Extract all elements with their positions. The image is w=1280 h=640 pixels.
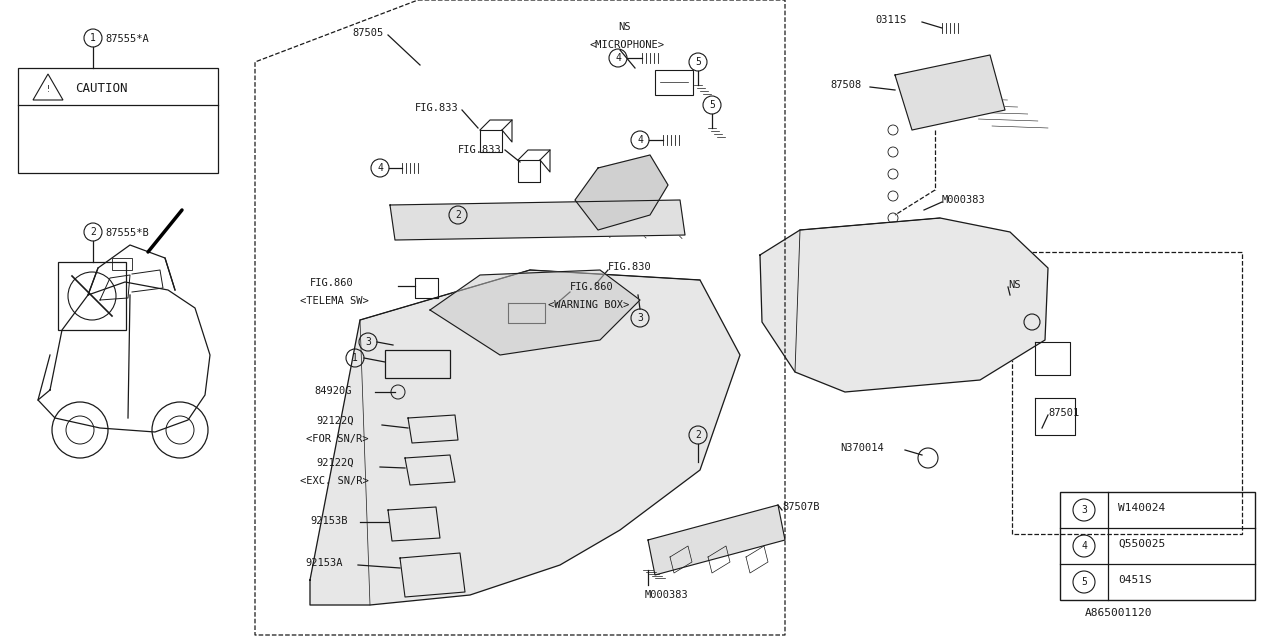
Text: 87505: 87505	[352, 28, 383, 38]
Text: 0451S: 0451S	[1117, 575, 1152, 585]
Text: 4: 4	[616, 53, 621, 63]
Bar	[58, 262, 125, 330]
Bar	[113, 258, 132, 270]
Text: 1: 1	[90, 33, 96, 43]
Text: W140024: W140024	[1117, 503, 1165, 513]
Bar	[385, 350, 451, 378]
Text: 87555*A: 87555*A	[105, 34, 148, 44]
Text: M000383: M000383	[942, 195, 986, 205]
Text: 87507B: 87507B	[782, 502, 819, 512]
Bar	[18, 68, 218, 173]
Text: 92153B: 92153B	[310, 516, 347, 526]
Text: 87508: 87508	[829, 80, 861, 90]
Text: N370014: N370014	[840, 443, 883, 453]
Text: 4: 4	[1082, 541, 1087, 551]
Text: FIG.833: FIG.833	[458, 145, 502, 155]
Polygon shape	[895, 55, 1005, 130]
Text: CAUTION: CAUTION	[76, 82, 128, 95]
Text: 92122Q: 92122Q	[316, 416, 353, 426]
Text: 5: 5	[1082, 577, 1087, 587]
Text: 92153A: 92153A	[305, 558, 343, 568]
Text: FIG.830: FIG.830	[608, 262, 652, 272]
Text: NS: NS	[1009, 280, 1020, 290]
Text: 5: 5	[695, 57, 701, 67]
Text: 2: 2	[90, 227, 96, 237]
Text: <WARNING BOX>: <WARNING BOX>	[548, 300, 630, 310]
Polygon shape	[760, 218, 1048, 392]
Text: FIG.833: FIG.833	[415, 103, 458, 113]
Text: 87555*B: 87555*B	[105, 228, 148, 238]
Text: 2: 2	[456, 210, 461, 220]
Text: NS: NS	[618, 22, 631, 32]
Text: 3: 3	[1082, 505, 1087, 515]
Polygon shape	[390, 200, 685, 240]
Text: <TELEMA SW>: <TELEMA SW>	[300, 296, 369, 306]
Polygon shape	[310, 270, 740, 605]
Text: <EXC. SN/R>: <EXC. SN/R>	[300, 476, 369, 486]
Text: 87501: 87501	[1048, 408, 1079, 418]
Text: A865001120: A865001120	[1085, 608, 1152, 618]
Text: 84920G: 84920G	[314, 386, 352, 396]
Text: 3: 3	[637, 313, 643, 323]
Text: <FOR SN/R>: <FOR SN/R>	[306, 434, 369, 444]
Text: <MICROPHONE>: <MICROPHONE>	[590, 40, 666, 50]
Text: 5: 5	[709, 100, 716, 110]
Bar	[1012, 252, 1242, 534]
Text: 0311S: 0311S	[876, 15, 906, 25]
Text: Q550025: Q550025	[1117, 539, 1165, 549]
Text: 1: 1	[352, 353, 358, 363]
Polygon shape	[575, 155, 668, 230]
Text: !: !	[46, 86, 50, 95]
Text: 3: 3	[365, 337, 371, 347]
Text: M000383: M000383	[645, 590, 689, 600]
Text: FIG.860: FIG.860	[310, 278, 353, 288]
Polygon shape	[430, 270, 640, 355]
Polygon shape	[648, 505, 785, 575]
Text: 2: 2	[695, 430, 701, 440]
Bar	[1060, 492, 1254, 600]
Text: FIG.860: FIG.860	[570, 282, 613, 292]
Text: 4: 4	[637, 135, 643, 145]
Text: 92122Q: 92122Q	[316, 458, 353, 468]
Text: 4: 4	[378, 163, 383, 173]
Bar	[655, 70, 692, 95]
